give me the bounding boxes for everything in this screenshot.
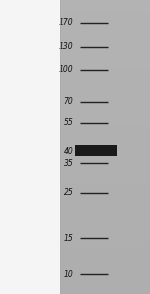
Text: 170: 170: [59, 18, 74, 27]
Bar: [75, 145, 117, 156]
Text: 55: 55: [64, 118, 74, 127]
Text: 35: 35: [64, 158, 74, 168]
Text: 10: 10: [64, 270, 74, 279]
Text: 70: 70: [64, 97, 74, 106]
Text: 100: 100: [59, 65, 74, 74]
Text: 15: 15: [64, 234, 74, 243]
Text: 40: 40: [64, 147, 74, 156]
Text: 130: 130: [59, 42, 74, 51]
Bar: [0, 0, 60, 294]
Text: 25: 25: [64, 188, 74, 197]
